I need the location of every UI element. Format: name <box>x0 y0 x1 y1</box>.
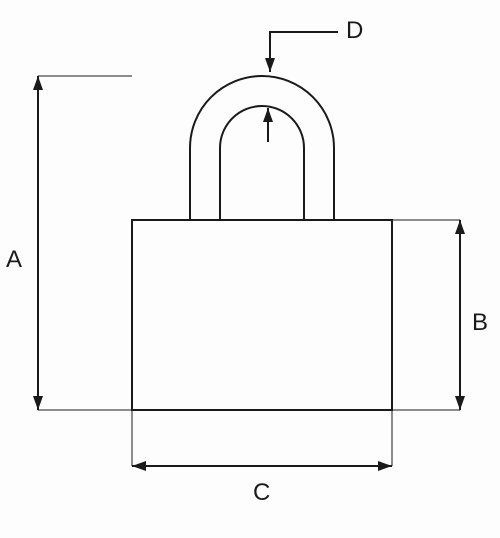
dim-label-a: A <box>6 246 22 273</box>
canvas-bg <box>0 0 500 538</box>
padlock-dimension-diagram: A B C D <box>0 0 500 538</box>
dim-label-d: D <box>346 17 363 44</box>
dim-label-b: B <box>472 309 488 336</box>
dim-label-c: C <box>253 479 270 506</box>
